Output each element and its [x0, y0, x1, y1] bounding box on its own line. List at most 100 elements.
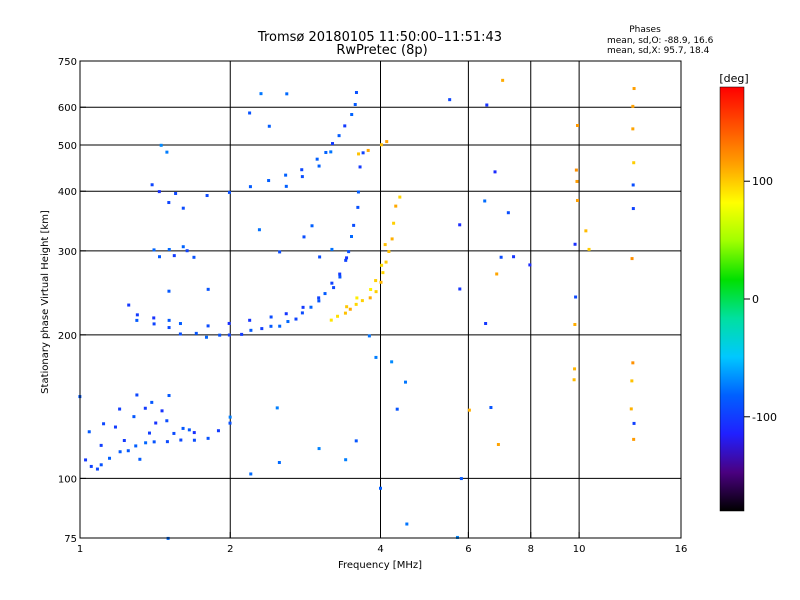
y-tick-label: 600 [58, 103, 77, 114]
y-axis-title: Stationary phase Virtual Height [km] [40, 210, 51, 394]
data-point [152, 440, 156, 444]
data-point [501, 78, 505, 82]
data-point [374, 355, 378, 359]
data-point [192, 431, 196, 435]
data-point [275, 406, 279, 410]
data-point [269, 324, 273, 328]
data-point [159, 143, 163, 147]
data-point [575, 123, 579, 127]
y-tick-label: 750 [58, 57, 77, 68]
data-point [392, 221, 396, 225]
data-point [380, 263, 384, 267]
chart-title-line1: Tromsø 20180105 11:50:00–11:51:43 [257, 30, 502, 45]
data-point [294, 317, 298, 321]
data-point [367, 334, 371, 338]
x-tick-label: 16 [675, 544, 688, 555]
data-point [356, 205, 360, 209]
data-point [495, 272, 499, 276]
data-point [126, 449, 130, 453]
data-point [147, 431, 151, 435]
data-point [310, 224, 314, 228]
stats-heading: Phases [629, 25, 661, 35]
data-point [301, 305, 305, 309]
data-point [204, 335, 208, 339]
colorbar-title: [deg] [719, 72, 748, 85]
data-point [167, 394, 171, 398]
data-point [309, 305, 313, 309]
data-point [285, 92, 289, 96]
data-point [381, 271, 385, 275]
data-point [150, 183, 154, 187]
data-point [630, 257, 634, 261]
data-point [165, 440, 169, 444]
data-point [332, 286, 336, 290]
data-point [343, 311, 347, 315]
data-point [178, 322, 182, 326]
data-point [398, 195, 402, 199]
data-point [489, 406, 493, 410]
data-point [187, 428, 191, 432]
data-point [300, 168, 304, 172]
data-point [496, 443, 500, 447]
data-point [143, 406, 147, 410]
data-point [343, 124, 347, 128]
data-point [631, 183, 635, 187]
data-point [152, 322, 156, 326]
data-point [331, 142, 335, 146]
data-point [467, 408, 471, 412]
data-point [337, 134, 341, 138]
data-point [394, 204, 398, 208]
data-point [485, 103, 489, 107]
data-point [572, 378, 576, 382]
data-point [144, 441, 148, 445]
stats-line-x: mean, sd,X: 95.7, 18.4 [607, 46, 710, 56]
data-point [228, 415, 232, 419]
data-point [330, 247, 334, 251]
data-point [384, 260, 388, 264]
data-point [404, 380, 408, 384]
data-point [87, 430, 91, 434]
data-point [361, 151, 365, 155]
data-point [135, 393, 139, 397]
data-point [277, 461, 281, 465]
data-point [350, 235, 354, 239]
data-point [206, 436, 210, 440]
data-point [353, 103, 357, 107]
data-point [448, 98, 452, 102]
data-point [216, 429, 220, 433]
data-point [249, 328, 253, 332]
data-point [248, 185, 252, 189]
data-point [528, 263, 532, 267]
data-point [629, 407, 633, 411]
data-point [584, 229, 588, 233]
data-point [356, 190, 360, 194]
data-point [632, 87, 636, 91]
data-point [330, 281, 334, 285]
data-point [300, 311, 304, 315]
data-point [344, 258, 348, 262]
data-point [269, 315, 273, 319]
data-point [181, 245, 185, 249]
data-point [374, 279, 378, 283]
x-tick-label: 8 [528, 544, 534, 555]
data-point [135, 318, 139, 322]
data-point [286, 320, 290, 324]
data-point [338, 275, 342, 279]
data-point [347, 250, 351, 254]
data-point [374, 290, 378, 294]
data-point [575, 198, 579, 202]
data-point [132, 415, 136, 419]
data-point [499, 255, 503, 259]
data-point [95, 467, 99, 471]
data-point [575, 179, 579, 183]
data-point [122, 439, 126, 443]
data-point [167, 201, 171, 205]
colorbar: [deg] 100 0 -100 [719, 72, 777, 512]
data-point [138, 457, 142, 461]
data-point [89, 464, 93, 468]
data-point [179, 438, 183, 442]
data-point [181, 426, 185, 430]
data-point [506, 211, 510, 215]
data-point [240, 332, 244, 336]
